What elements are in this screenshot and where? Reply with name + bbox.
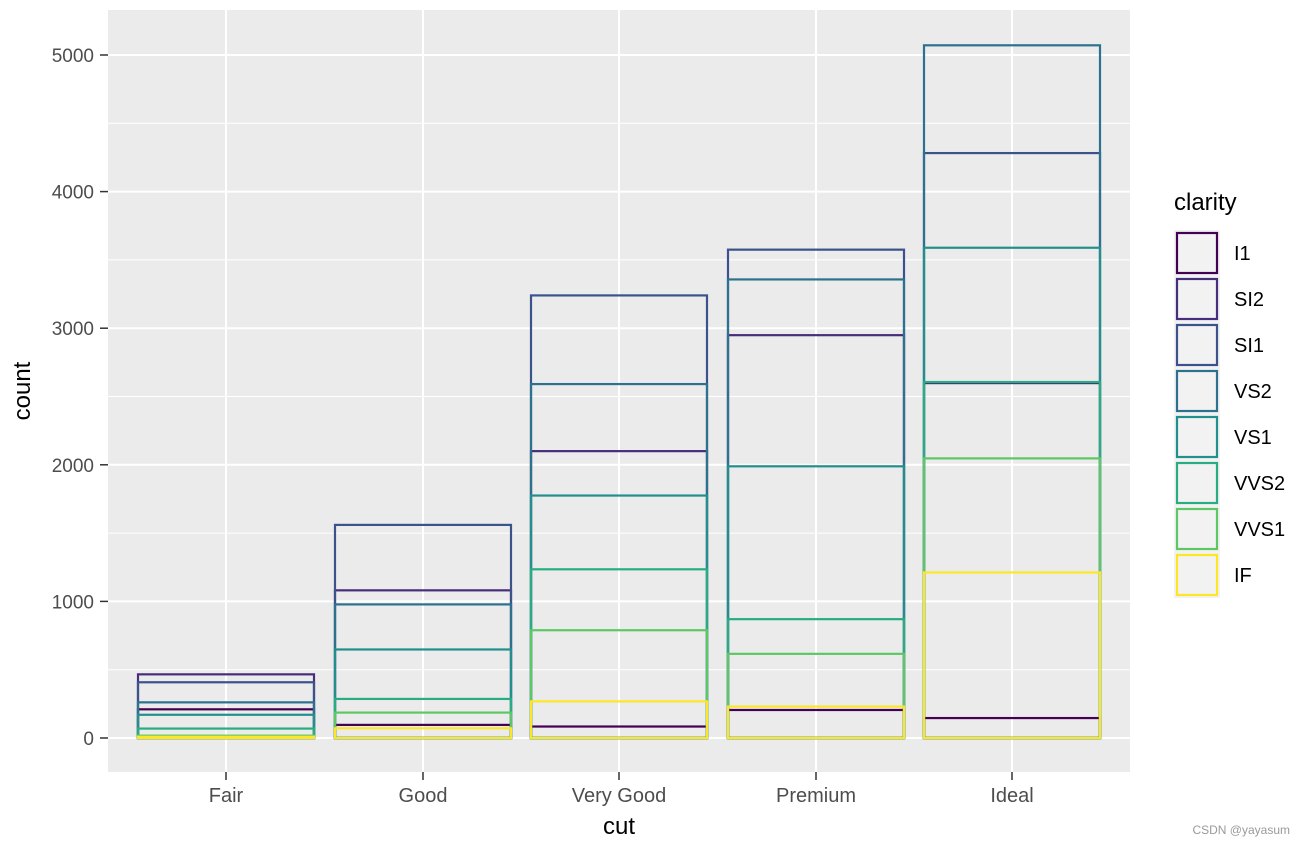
legend-key bbox=[1175, 277, 1219, 321]
bar-if-very-good bbox=[529, 700, 709, 740]
bar-if-ideal bbox=[922, 571, 1102, 740]
legend-item-si1: SI1 bbox=[1174, 322, 1264, 368]
bar-if-premium bbox=[726, 705, 906, 740]
legend-item-vs2: VS2 bbox=[1174, 368, 1272, 414]
x-tick-label: Premium bbox=[776, 785, 856, 807]
legend-title: clarity bbox=[1174, 189, 1237, 216]
x-tick-label: Ideal bbox=[990, 785, 1033, 807]
legend-key-background bbox=[1174, 460, 1220, 506]
y-tick-label: 1000 bbox=[52, 592, 94, 613]
legend-label: I1 bbox=[1234, 243, 1251, 265]
watermark: CSDN @yayasum bbox=[1192, 823, 1290, 837]
legend-key-background bbox=[1174, 506, 1220, 552]
legend-item-i1: I1 bbox=[1174, 230, 1251, 276]
legend-key bbox=[1175, 369, 1219, 413]
bars bbox=[136, 44, 1102, 740]
legend-key-background bbox=[1174, 368, 1220, 414]
legend: clarity I1 SI2 SI1 VS2 VS1 VVS2 VVS1 IF bbox=[1174, 189, 1285, 598]
legend-label: VS1 bbox=[1234, 427, 1272, 449]
legend-key bbox=[1175, 553, 1219, 597]
legend-label: VVS2 bbox=[1234, 473, 1285, 495]
legend-item-vs1: VS1 bbox=[1174, 414, 1272, 460]
legend-item-vvs2: VVS2 bbox=[1174, 460, 1285, 506]
x-tick-label: Very Good bbox=[572, 785, 667, 807]
legend-key-background bbox=[1174, 414, 1220, 460]
legend-item-si2: SI2 bbox=[1174, 276, 1264, 322]
y-axis: 0 1000 2000 3000 4000 5000 bbox=[52, 46, 108, 750]
x-tick-label: Good bbox=[399, 785, 448, 807]
legend-item-if: IF bbox=[1174, 552, 1252, 598]
bar-if-good bbox=[333, 727, 513, 740]
x-tick-label: Fair bbox=[209, 785, 244, 807]
y-tick-label: 5000 bbox=[52, 46, 94, 67]
legend-label: SI1 bbox=[1234, 335, 1264, 357]
legend-label: VS2 bbox=[1234, 381, 1272, 403]
x-axis-title: cut bbox=[603, 813, 635, 840]
legend-key-background bbox=[1174, 230, 1220, 276]
legend-key bbox=[1175, 323, 1219, 367]
legend-label: IF bbox=[1234, 565, 1252, 587]
y-tick-label: 0 bbox=[83, 729, 94, 750]
legend-key bbox=[1175, 231, 1219, 275]
bar-if-fair bbox=[136, 735, 316, 740]
legend-key-background bbox=[1174, 552, 1220, 598]
y-tick-label: 4000 bbox=[52, 183, 94, 204]
y-axis-title: count bbox=[9, 361, 36, 420]
legend-key-background bbox=[1174, 276, 1220, 322]
legend-key bbox=[1175, 461, 1219, 505]
legend-key-background bbox=[1174, 322, 1220, 368]
x-axis: Fair Good Very Good Premium Ideal bbox=[209, 772, 1034, 807]
legend-label: VVS1 bbox=[1234, 519, 1285, 541]
legend-label: SI2 bbox=[1234, 289, 1264, 311]
y-tick-label: 2000 bbox=[52, 456, 94, 477]
major-gridlines bbox=[108, 10, 1130, 772]
legend-key bbox=[1175, 415, 1219, 459]
y-tick-label: 3000 bbox=[52, 319, 94, 340]
legend-item-vvs1: VVS1 bbox=[1174, 506, 1285, 552]
legend-key bbox=[1175, 507, 1219, 551]
